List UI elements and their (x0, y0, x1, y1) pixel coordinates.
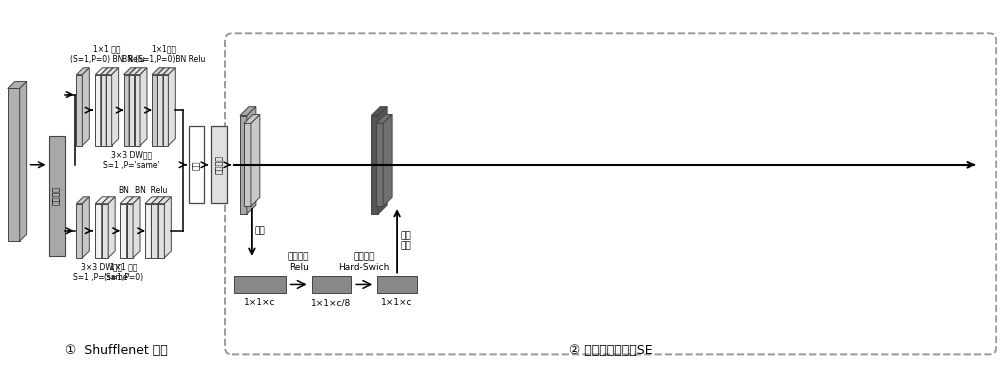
Polygon shape (95, 204, 102, 258)
Polygon shape (163, 75, 168, 146)
Polygon shape (152, 68, 164, 75)
Text: 池化: 池化 (255, 226, 266, 235)
Text: 拼接: 拼接 (192, 160, 201, 170)
Polygon shape (240, 116, 247, 214)
Polygon shape (101, 68, 113, 75)
Polygon shape (135, 75, 140, 146)
Polygon shape (376, 123, 383, 206)
Text: BN  Relu: BN Relu (135, 186, 168, 195)
Polygon shape (95, 75, 101, 146)
Bar (211, 126, 227, 203)
Polygon shape (151, 197, 165, 204)
Polygon shape (168, 68, 175, 146)
Polygon shape (106, 68, 119, 75)
Polygon shape (157, 75, 163, 146)
Polygon shape (244, 123, 251, 206)
Text: 3×3 DW卷积
S=1 ,P='same': 3×3 DW卷积 S=1 ,P='same' (73, 263, 130, 282)
Polygon shape (102, 197, 115, 204)
Polygon shape (151, 197, 158, 258)
Polygon shape (76, 75, 82, 146)
Bar (312, 276, 351, 293)
Polygon shape (129, 75, 135, 146)
Polygon shape (163, 68, 170, 146)
Polygon shape (240, 107, 256, 116)
Text: 全连接，
Hard-Swich: 全连接， Hard-Swich (339, 252, 390, 272)
Polygon shape (376, 115, 392, 123)
Polygon shape (371, 116, 378, 214)
Polygon shape (145, 197, 158, 204)
Text: 1×1×c/8: 1×1×c/8 (311, 298, 352, 307)
Polygon shape (378, 107, 387, 214)
Polygon shape (106, 75, 112, 146)
Text: 元素
相乘: 元素 相乘 (400, 231, 411, 251)
Text: 3×3 DW卷积
S=1 ,P='same': 3×3 DW卷积 S=1 ,P='same' (103, 150, 160, 170)
Polygon shape (129, 68, 136, 146)
Text: 1×1×c: 1×1×c (244, 298, 276, 307)
Polygon shape (145, 204, 151, 258)
Polygon shape (164, 197, 171, 258)
Polygon shape (157, 68, 170, 75)
Polygon shape (120, 204, 127, 258)
Polygon shape (102, 204, 108, 258)
Polygon shape (135, 68, 142, 146)
Text: 通道乱序: 通道乱序 (215, 155, 224, 174)
Polygon shape (124, 75, 129, 146)
Polygon shape (20, 81, 27, 241)
Polygon shape (112, 68, 119, 146)
Polygon shape (163, 68, 175, 75)
Bar (234, 276, 286, 293)
Bar (189, 126, 204, 203)
Polygon shape (106, 68, 113, 146)
Polygon shape (76, 204, 82, 258)
Text: ①  Shufflenet 网络: ① Shufflenet 网络 (65, 344, 167, 357)
Polygon shape (157, 68, 164, 146)
Polygon shape (158, 204, 164, 258)
Polygon shape (76, 197, 89, 204)
Polygon shape (127, 197, 134, 258)
Text: 1×1 卷积
(S=1,P=0) BN  Relu: 1×1 卷积 (S=1,P=0) BN Relu (70, 44, 144, 64)
Polygon shape (151, 204, 158, 258)
Polygon shape (127, 197, 140, 204)
Polygon shape (158, 197, 165, 258)
Polygon shape (247, 107, 256, 214)
Text: 1×1 卷积
(S=1,P=0): 1×1 卷积 (S=1,P=0) (103, 263, 143, 282)
FancyBboxPatch shape (225, 33, 996, 355)
Text: 1×1卷积
BN (S=1,P=0)BN Relu: 1×1卷积 BN (S=1,P=0)BN Relu (122, 44, 205, 64)
Polygon shape (95, 197, 109, 204)
Polygon shape (371, 107, 387, 116)
Polygon shape (8, 88, 20, 241)
Polygon shape (95, 68, 108, 75)
Polygon shape (133, 197, 140, 258)
Text: 全连接，
Relu: 全连接， Relu (288, 252, 309, 272)
Polygon shape (152, 75, 157, 146)
Polygon shape (129, 68, 142, 75)
Polygon shape (8, 81, 27, 88)
Polygon shape (135, 68, 147, 75)
Polygon shape (82, 197, 89, 258)
Polygon shape (383, 115, 392, 206)
Text: BN: BN (118, 186, 129, 195)
Text: 通道分割: 通道分割 (52, 186, 61, 205)
Polygon shape (101, 75, 106, 146)
Polygon shape (76, 68, 89, 75)
Polygon shape (82, 68, 89, 146)
Bar (377, 276, 417, 293)
Text: 1×1×c: 1×1×c (381, 298, 413, 307)
Polygon shape (101, 68, 108, 146)
Polygon shape (158, 197, 171, 204)
Polygon shape (120, 197, 134, 204)
Polygon shape (140, 68, 147, 146)
Polygon shape (127, 204, 133, 258)
Polygon shape (244, 115, 260, 123)
Polygon shape (251, 115, 260, 206)
Polygon shape (102, 197, 109, 258)
Polygon shape (108, 197, 115, 258)
Bar (49, 136, 65, 256)
Text: ② 通道注意力模型SE: ② 通道注意力模型SE (569, 344, 652, 357)
Polygon shape (124, 68, 136, 75)
